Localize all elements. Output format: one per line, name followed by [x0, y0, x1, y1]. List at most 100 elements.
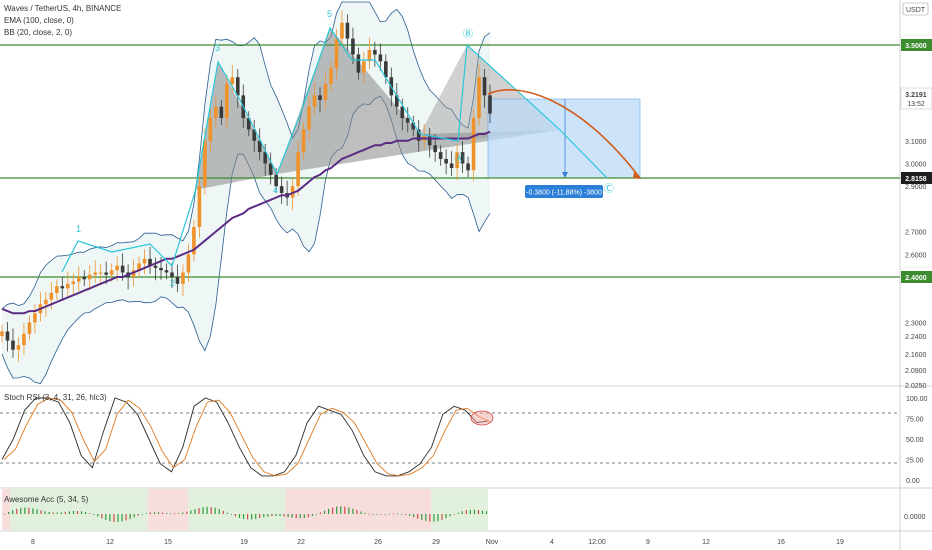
ao-bar — [214, 507, 216, 514]
candle-body — [301, 129, 306, 153]
ao-bar — [283, 514, 285, 517]
ao-bar — [473, 509, 475, 514]
wave-label-5: 5 — [327, 9, 332, 19]
price-pane[interactable] — [0, 0, 900, 386]
time-tick-label: 19 — [240, 539, 248, 546]
ao-bar — [182, 512, 184, 514]
measure-arrowhead — [562, 172, 568, 178]
ao-bar — [251, 514, 253, 520]
ao-background-band — [342, 489, 351, 530]
candle-body — [307, 106, 311, 130]
ao-background-band — [74, 489, 83, 530]
ao-background-band — [83, 489, 92, 530]
ao-bar — [170, 513, 172, 515]
candle-body — [444, 158, 448, 164]
candle-body — [208, 118, 213, 141]
ao-background-band — [99, 489, 108, 530]
ao-background-band — [172, 489, 181, 530]
wave-label-4: 4 — [273, 185, 278, 195]
last-price-tag-bg — [900, 87, 932, 110]
candle-body — [334, 38, 339, 69]
ao-bar — [117, 514, 119, 522]
candle-body — [5, 331, 10, 341]
ao-background-band — [253, 489, 262, 530]
candle-body — [153, 265, 158, 268]
last-price-tag: 3.2191 — [905, 92, 927, 99]
candle-body — [49, 292, 54, 300]
candle-body — [351, 38, 355, 55]
ao-bar — [291, 514, 293, 518]
candle-body — [411, 122, 416, 130]
ao-bar — [89, 513, 91, 514]
bollinger-upper-line — [1, 1, 491, 310]
ao-bar — [485, 511, 488, 514]
candle-body — [433, 145, 437, 153]
time-tick-label: 19 — [836, 539, 844, 546]
ao-bar — [344, 506, 346, 514]
ao-bar — [477, 510, 480, 514]
ao-bar — [109, 514, 111, 522]
wave-label-1: 1 — [76, 224, 81, 234]
ao-bar — [101, 514, 103, 519]
ao-bar — [24, 507, 26, 514]
ao-background-band — [196, 489, 205, 530]
candle-body — [384, 61, 388, 78]
candle-body — [0, 331, 4, 337]
ao-bar — [307, 514, 309, 518]
ao-background-band — [107, 489, 116, 530]
ao-bar — [263, 514, 265, 518]
ao-bar — [360, 511, 362, 514]
ao-bar — [44, 511, 46, 514]
ao-bar — [299, 514, 301, 519]
ao-background-band — [188, 489, 197, 530]
currency-badge[interactable] — [902, 2, 929, 16]
candle-body — [186, 254, 191, 273]
ao-bar — [64, 511, 66, 514]
candle-body — [378, 54, 383, 62]
ao-bar — [380, 514, 382, 515]
ao-bar — [198, 508, 200, 514]
ao-background-band — [228, 489, 237, 530]
price-tick-label: 3.0000 — [905, 161, 927, 168]
ao-bar — [445, 514, 447, 519]
ao-bar — [400, 513, 403, 515]
ao-bar — [255, 514, 257, 519]
ao-bar — [356, 510, 358, 514]
ao-background-band — [285, 489, 294, 530]
price-axis[interactable]: 3.30003.10003.00002.90002.70002.60002.50… — [905, 93, 927, 390]
time-tick-label: 9 — [646, 539, 650, 546]
ao-bar — [319, 512, 322, 514]
candle-body — [246, 118, 251, 130]
candle-body — [318, 95, 322, 100]
ao-background-band — [277, 489, 286, 530]
ema-100-line — [1, 130, 491, 315]
ao-bar — [157, 512, 160, 514]
candlesticks — [0, 10, 492, 362]
projection-arrowhead — [633, 172, 641, 179]
ao-bar — [247, 514, 249, 520]
level-tag-bg — [901, 172, 932, 184]
stoch-tick-label: 25.00 — [906, 458, 924, 465]
ao-background-band — [42, 489, 51, 530]
ao-bar — [4, 514, 6, 515]
ao-background-band — [334, 489, 343, 530]
stoch-highlight-circle — [470, 410, 494, 426]
ao-bar — [105, 514, 107, 520]
ao-background-band — [66, 489, 75, 530]
ao-background-band — [131, 489, 140, 530]
candle-body — [137, 263, 141, 271]
ao-bar — [481, 510, 484, 514]
ema-legend: EMA (100, close, 0) — [4, 16, 74, 25]
ao-background-band — [398, 489, 407, 530]
ao-bar — [40, 510, 42, 514]
ao-background-band — [91, 489, 100, 530]
time-axis[interactable]: 8 12 15 19 22 26 29 Nov 4 12:00 9 12 16 19 — [31, 539, 844, 546]
ao-background-band — [407, 489, 416, 530]
ao-background-band — [139, 489, 148, 530]
ao-bar — [202, 507, 204, 514]
ao-background-band — [261, 489, 270, 530]
measure-box[interactable] — [487, 98, 641, 179]
candle-body — [76, 277, 81, 282]
stoch-axis[interactable]: 100.00 75.00 50.00 25.00 0.00 — [906, 396, 928, 485]
